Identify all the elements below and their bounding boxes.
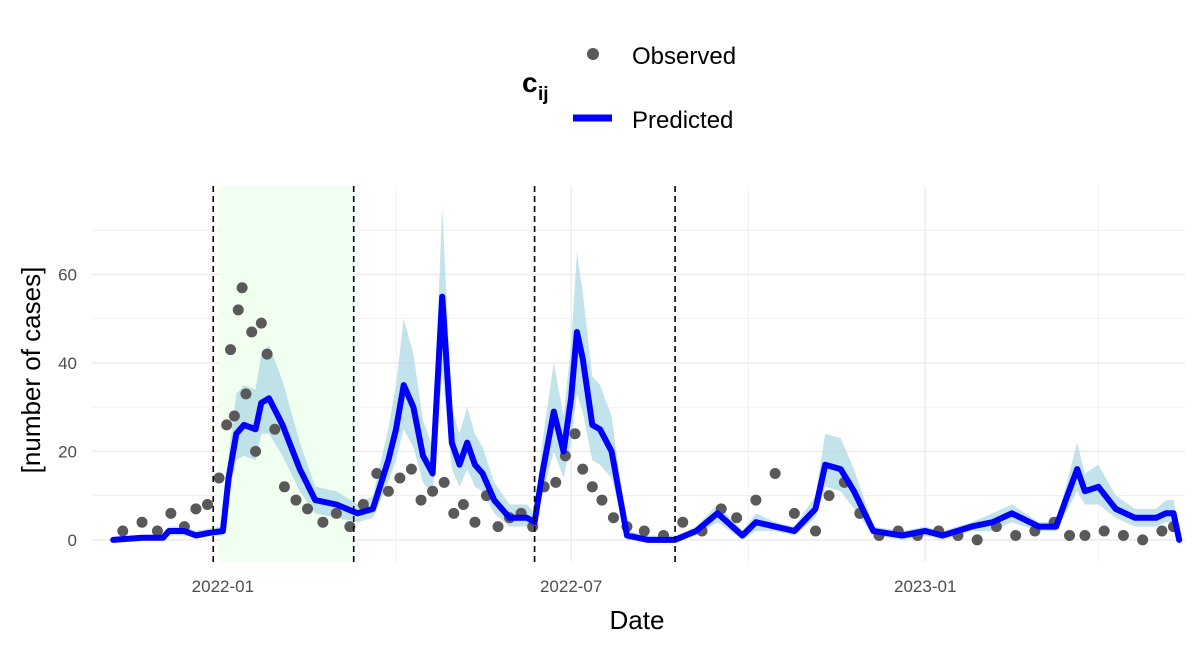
observed-point xyxy=(201,498,213,510)
observed-point xyxy=(971,534,983,546)
observed-points-layer xyxy=(117,282,1179,546)
observed-point xyxy=(228,410,240,422)
observed-point xyxy=(438,476,450,488)
observed-point xyxy=(469,516,481,528)
observed-point xyxy=(1098,525,1110,537)
observed-point xyxy=(810,525,822,537)
vertical-lines-layer xyxy=(212,186,676,562)
observed-point xyxy=(136,516,148,528)
y-tick-label: 20 xyxy=(58,442,77,461)
y-tick-label: 40 xyxy=(58,354,77,373)
observed-point xyxy=(394,472,406,484)
legend-observed-label: Observed xyxy=(632,43,736,70)
y-tick-label: 60 xyxy=(58,265,77,284)
observed-point xyxy=(382,485,394,497)
observed-point xyxy=(221,419,233,431)
observed-point xyxy=(1137,534,1149,546)
observed-point xyxy=(596,494,608,506)
observed-point xyxy=(190,503,202,515)
legend-predicted-label: Predicted xyxy=(632,107,733,134)
observed-point xyxy=(1079,529,1091,541)
observed-point xyxy=(213,472,225,484)
observed-point xyxy=(457,498,469,510)
observed-point xyxy=(278,481,290,493)
observed-point xyxy=(165,507,177,519)
x-tick-label: 2022-01 xyxy=(192,577,254,596)
observed-point xyxy=(290,494,302,506)
observed-point xyxy=(677,516,689,528)
observed-point xyxy=(823,490,835,502)
observed-point xyxy=(261,348,273,360)
observed-point xyxy=(415,494,427,506)
legend-title-subscript: ij xyxy=(538,84,549,105)
observed-point xyxy=(492,521,504,533)
observed-point xyxy=(448,507,460,519)
x-tick-label: 2023-01 xyxy=(894,577,956,596)
observed-point xyxy=(344,521,356,533)
observed-point xyxy=(1156,525,1168,537)
observed-point xyxy=(240,388,252,400)
y-tick-label: 0 xyxy=(68,531,77,550)
observed-point xyxy=(330,507,342,519)
observed-point xyxy=(731,512,743,524)
observed-point xyxy=(586,481,598,493)
observed-point xyxy=(577,463,589,475)
observed-point xyxy=(357,498,369,510)
x-axis-title: Date xyxy=(610,605,665,635)
observed-point xyxy=(250,445,262,457)
observed-point xyxy=(405,463,417,475)
observed-point xyxy=(371,468,383,480)
predicted-line-layer xyxy=(110,293,1183,543)
observed-point xyxy=(1064,529,1076,541)
predicted-line xyxy=(110,293,1183,543)
observed-point xyxy=(255,317,267,329)
observed-point xyxy=(117,525,129,537)
observed-point xyxy=(269,423,281,435)
observed-point xyxy=(246,326,258,338)
observed-point xyxy=(151,525,163,537)
observed-point xyxy=(1010,529,1022,541)
observed-point xyxy=(302,503,314,515)
observed-point xyxy=(607,512,619,524)
legend: c ij Observed Predicted xyxy=(522,43,736,134)
observed-point xyxy=(550,476,562,488)
observed-point xyxy=(638,525,650,537)
y-axis-title: [number of cases] xyxy=(16,267,46,474)
observed-point xyxy=(788,507,800,519)
observed-point xyxy=(225,344,237,356)
observed-point xyxy=(769,468,781,480)
legend-observed-key xyxy=(587,48,599,60)
observed-point xyxy=(750,494,762,506)
observed-point xyxy=(427,485,439,497)
observed-point xyxy=(569,428,581,440)
x-tick-label: 2022-07 xyxy=(540,577,602,596)
observed-point xyxy=(1117,529,1129,541)
observed-point xyxy=(236,282,248,294)
legend-title: c xyxy=(522,67,538,98)
tick-labels-layer: 0 20 40 60 2022-01 2022-07 2023-01 xyxy=(58,265,956,596)
observed-point xyxy=(317,516,329,528)
observed-point xyxy=(232,304,244,316)
